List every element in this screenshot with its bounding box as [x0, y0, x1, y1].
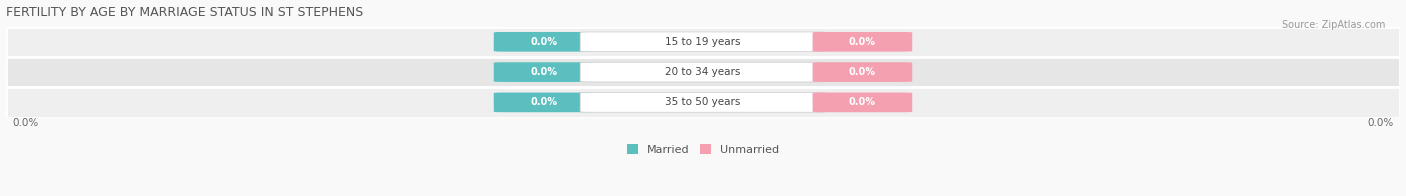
Text: FERTILITY BY AGE BY MARRIAGE STATUS IN ST STEPHENS: FERTILITY BY AGE BY MARRIAGE STATUS IN S…	[6, 5, 363, 19]
Text: 35 to 50 years: 35 to 50 years	[665, 97, 741, 107]
FancyBboxPatch shape	[494, 32, 593, 52]
Text: 0.0%: 0.0%	[1368, 118, 1393, 128]
Bar	[6, 57, 1400, 87]
Text: Source: ZipAtlas.com: Source: ZipAtlas.com	[1281, 20, 1385, 30]
Text: 0.0%: 0.0%	[849, 37, 876, 47]
Text: 0.0%: 0.0%	[849, 97, 876, 107]
Text: 0.0%: 0.0%	[530, 97, 557, 107]
FancyBboxPatch shape	[813, 32, 912, 52]
FancyBboxPatch shape	[813, 62, 912, 82]
FancyBboxPatch shape	[494, 93, 593, 112]
FancyBboxPatch shape	[581, 93, 825, 112]
Text: 0.0%: 0.0%	[849, 67, 876, 77]
Text: 0.0%: 0.0%	[530, 37, 557, 47]
FancyBboxPatch shape	[581, 32, 825, 52]
Legend: Married, Unmarried: Married, Unmarried	[621, 140, 785, 159]
Text: 15 to 19 years: 15 to 19 years	[665, 37, 741, 47]
FancyBboxPatch shape	[494, 62, 593, 82]
FancyBboxPatch shape	[581, 62, 825, 82]
Text: 0.0%: 0.0%	[530, 67, 557, 77]
Bar	[6, 87, 1400, 118]
Bar	[6, 27, 1400, 57]
Text: 0.0%: 0.0%	[13, 118, 38, 128]
FancyBboxPatch shape	[813, 93, 912, 112]
Text: 20 to 34 years: 20 to 34 years	[665, 67, 741, 77]
